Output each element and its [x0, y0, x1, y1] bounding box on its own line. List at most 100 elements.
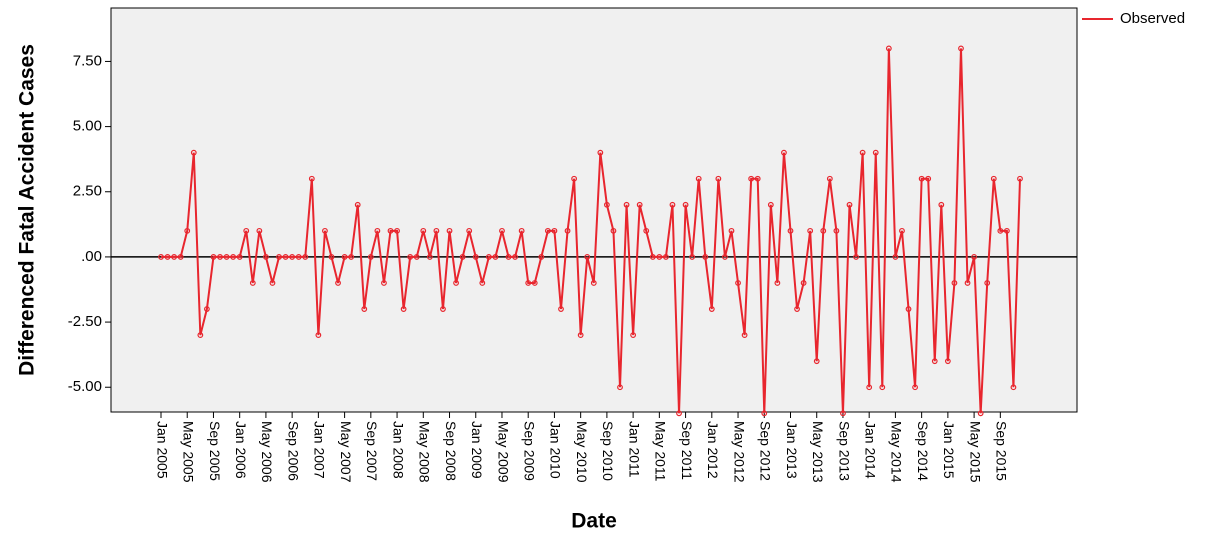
data-point	[767, 201, 774, 208]
data-point	[505, 254, 512, 260]
x-tick-label: Jan 2009	[469, 421, 485, 479]
data-point	[676, 410, 682, 417]
y-tick-label: -5.00	[68, 378, 102, 395]
x-tick-label: Jan 2005	[154, 421, 170, 479]
x-tick-label: May 2005	[181, 421, 197, 483]
data-point	[800, 280, 807, 286]
data-point	[610, 227, 617, 234]
data-point	[813, 358, 820, 365]
data-point	[846, 201, 853, 208]
x-tick-label: Sep 2009	[522, 421, 538, 481]
x-tick-label: Sep 2014	[915, 421, 931, 481]
data-point	[669, 201, 676, 208]
data-point	[885, 45, 892, 52]
data-point	[872, 149, 879, 156]
data-point	[223, 254, 230, 260]
data-point	[276, 254, 282, 260]
data-point	[571, 175, 578, 182]
data-point	[190, 149, 197, 156]
data-point	[236, 254, 243, 260]
data-point	[348, 254, 355, 260]
data-point	[302, 254, 309, 260]
data-point	[990, 175, 997, 182]
data-point	[951, 280, 958, 286]
x-tick-label: May 2010	[574, 421, 590, 483]
data-point	[590, 280, 597, 286]
x-tick-label: May 2008	[417, 421, 433, 483]
data-point	[446, 227, 453, 234]
plot-area	[110, 7, 1078, 413]
data-point	[938, 201, 945, 208]
x-tick-label: Sep 2011	[679, 421, 695, 480]
data-point	[925, 175, 932, 182]
data-point	[859, 149, 866, 156]
data-point	[971, 254, 977, 260]
data-point	[912, 384, 918, 391]
data-point	[256, 227, 263, 234]
y-axis-title: Differenced Fatal Accident Cases	[16, 44, 39, 376]
data-point	[426, 254, 433, 260]
x-tick-label: May 2009	[495, 421, 511, 483]
x-tick-label: Jan 2011	[626, 421, 642, 478]
data-point	[354, 201, 361, 208]
data-point	[295, 254, 302, 260]
data-point	[958, 45, 964, 52]
y-tick-label: 2.50	[73, 183, 102, 200]
data-point	[420, 227, 427, 234]
x-tick-label: Jan 2014	[862, 421, 878, 479]
data-point	[774, 280, 781, 286]
data-point	[184, 227, 191, 234]
data-point	[394, 227, 400, 234]
data-point	[977, 410, 984, 417]
data-point	[741, 332, 748, 339]
data-point	[440, 306, 446, 312]
data-point	[381, 280, 387, 286]
data-point	[715, 175, 722, 182]
data-point	[453, 280, 459, 286]
data-point	[512, 254, 518, 260]
data-point	[787, 227, 794, 234]
data-point	[748, 175, 755, 182]
data-point	[833, 227, 840, 234]
data-point	[413, 254, 420, 260]
data-point	[217, 254, 223, 260]
data-point	[1003, 227, 1010, 234]
data-point	[636, 201, 643, 208]
data-point	[597, 149, 604, 156]
data-point	[525, 280, 532, 286]
data-point	[761, 410, 768, 417]
data-point	[308, 175, 315, 182]
x-tick-label: May 2006	[259, 421, 275, 483]
data-point	[472, 254, 479, 260]
data-point	[341, 254, 348, 260]
data-point	[171, 254, 178, 260]
x-tick-label: Sep 2006	[285, 421, 301, 481]
data-point	[531, 280, 538, 286]
data-point	[826, 175, 833, 182]
x-tick-label: May 2011	[653, 421, 669, 482]
data-point	[558, 306, 564, 312]
data-point	[820, 227, 827, 234]
data-point	[603, 201, 610, 208]
data-point	[499, 227, 505, 234]
data-point	[964, 280, 971, 286]
data-point	[656, 254, 663, 260]
data-point	[931, 358, 938, 365]
data-point	[374, 227, 381, 234]
y-tick-label: 7.50	[73, 52, 102, 69]
data-point	[695, 175, 702, 182]
data-point	[387, 227, 394, 234]
data-point	[479, 280, 486, 286]
x-tick-label: May 2013	[810, 421, 826, 483]
x-axis-title: Date	[571, 510, 617, 533]
data-point	[367, 254, 374, 260]
data-point	[1017, 175, 1023, 182]
data-point	[663, 254, 669, 260]
data-point	[708, 306, 715, 312]
data-point	[584, 254, 591, 260]
data-point	[551, 227, 558, 234]
data-point	[249, 280, 256, 286]
data-point	[905, 306, 912, 312]
data-point	[899, 227, 905, 234]
